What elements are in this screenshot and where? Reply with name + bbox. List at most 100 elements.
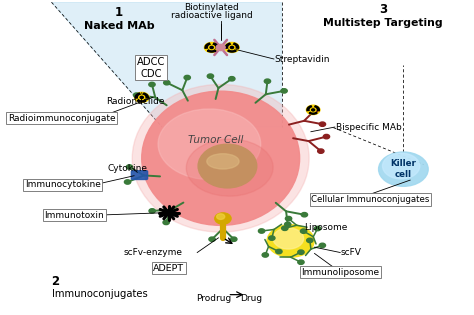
Text: Immunoconjugates: Immunoconjugates	[52, 289, 147, 299]
Circle shape	[210, 46, 214, 49]
Circle shape	[314, 226, 321, 231]
Text: Tumor Cell: Tumor Cell	[189, 135, 244, 145]
Polygon shape	[52, 2, 282, 127]
Circle shape	[225, 43, 239, 53]
Text: Drug: Drug	[240, 294, 263, 303]
Circle shape	[126, 165, 133, 169]
Circle shape	[319, 243, 326, 248]
Circle shape	[139, 95, 145, 100]
Circle shape	[209, 45, 215, 49]
Text: scFV: scFV	[340, 248, 361, 257]
Ellipse shape	[207, 154, 239, 169]
Text: Radionuclide: Radionuclide	[106, 97, 164, 106]
Text: ADCC
CDC: ADCC CDC	[137, 57, 165, 78]
Wedge shape	[135, 93, 141, 98]
Text: Cellular Immunoconjugates: Cellular Immunoconjugates	[311, 195, 429, 204]
Wedge shape	[309, 112, 317, 114]
Text: 2: 2	[52, 275, 60, 288]
Circle shape	[207, 74, 214, 78]
Circle shape	[135, 92, 149, 102]
Ellipse shape	[142, 91, 300, 225]
Circle shape	[298, 260, 304, 264]
Circle shape	[258, 229, 265, 233]
Circle shape	[301, 229, 307, 233]
Circle shape	[140, 96, 144, 99]
Circle shape	[306, 105, 320, 115]
Circle shape	[312, 109, 315, 111]
Circle shape	[310, 108, 316, 112]
Text: Multistep Targeting: Multistep Targeting	[323, 18, 443, 28]
FancyBboxPatch shape	[131, 171, 147, 180]
Wedge shape	[213, 43, 219, 48]
Text: Streptavidin: Streptavidin	[275, 54, 330, 64]
Circle shape	[217, 214, 225, 220]
Ellipse shape	[198, 144, 257, 188]
Circle shape	[134, 93, 140, 97]
Circle shape	[276, 249, 282, 254]
Circle shape	[149, 82, 155, 87]
Wedge shape	[137, 99, 146, 102]
Circle shape	[230, 46, 234, 49]
Circle shape	[285, 216, 292, 221]
Text: Naked MAb: Naked MAb	[84, 21, 155, 31]
Text: radioactive ligand: radioactive ligand	[171, 11, 253, 20]
Ellipse shape	[132, 84, 309, 232]
Circle shape	[165, 211, 172, 215]
Circle shape	[262, 253, 268, 257]
Ellipse shape	[158, 109, 261, 180]
Circle shape	[163, 220, 169, 225]
Circle shape	[229, 45, 235, 49]
Circle shape	[204, 43, 219, 53]
Circle shape	[318, 149, 324, 153]
Text: scFv-enzyme: scFv-enzyme	[123, 248, 182, 257]
Ellipse shape	[186, 139, 273, 196]
Circle shape	[312, 108, 318, 112]
Circle shape	[267, 225, 314, 257]
Circle shape	[184, 75, 191, 80]
Circle shape	[228, 77, 235, 81]
Wedge shape	[143, 93, 148, 98]
Text: Biotinylated: Biotinylated	[184, 3, 239, 12]
Text: ADEPT: ADEPT	[153, 264, 184, 272]
Circle shape	[311, 109, 315, 111]
Circle shape	[140, 96, 143, 99]
Circle shape	[149, 209, 155, 213]
Circle shape	[164, 81, 170, 85]
Circle shape	[379, 152, 428, 186]
Wedge shape	[233, 43, 238, 48]
Circle shape	[284, 222, 291, 226]
Text: Bispecific MAb: Bispecific MAb	[336, 123, 401, 132]
Circle shape	[230, 46, 234, 49]
Circle shape	[231, 237, 237, 241]
Circle shape	[124, 180, 131, 184]
Circle shape	[323, 135, 329, 139]
Text: Prodrug: Prodrug	[196, 294, 231, 303]
Wedge shape	[314, 106, 319, 111]
Text: Cytokine: Cytokine	[108, 164, 148, 173]
Circle shape	[264, 79, 271, 83]
Circle shape	[301, 213, 308, 217]
Circle shape	[216, 44, 225, 51]
Wedge shape	[225, 43, 231, 48]
Text: 1: 1	[115, 6, 123, 19]
Circle shape	[210, 46, 213, 49]
Text: Liposome: Liposome	[304, 223, 347, 232]
Wedge shape	[307, 106, 312, 111]
Circle shape	[319, 122, 326, 126]
Circle shape	[298, 250, 304, 255]
Wedge shape	[208, 49, 216, 52]
Circle shape	[269, 236, 275, 240]
Text: Radioimmunoconjugate: Radioimmunoconjugate	[8, 114, 116, 123]
Circle shape	[307, 238, 313, 243]
Wedge shape	[205, 43, 210, 48]
Wedge shape	[228, 49, 236, 52]
Text: Killer
cell: Killer cell	[391, 159, 416, 179]
Circle shape	[273, 228, 303, 249]
Text: Immunoliposome: Immunoliposome	[301, 268, 379, 277]
Text: Immunocytokine: Immunocytokine	[25, 180, 100, 189]
Circle shape	[215, 213, 231, 224]
Text: 3: 3	[379, 3, 387, 16]
Circle shape	[383, 153, 420, 179]
Circle shape	[281, 89, 287, 93]
Circle shape	[282, 226, 288, 231]
